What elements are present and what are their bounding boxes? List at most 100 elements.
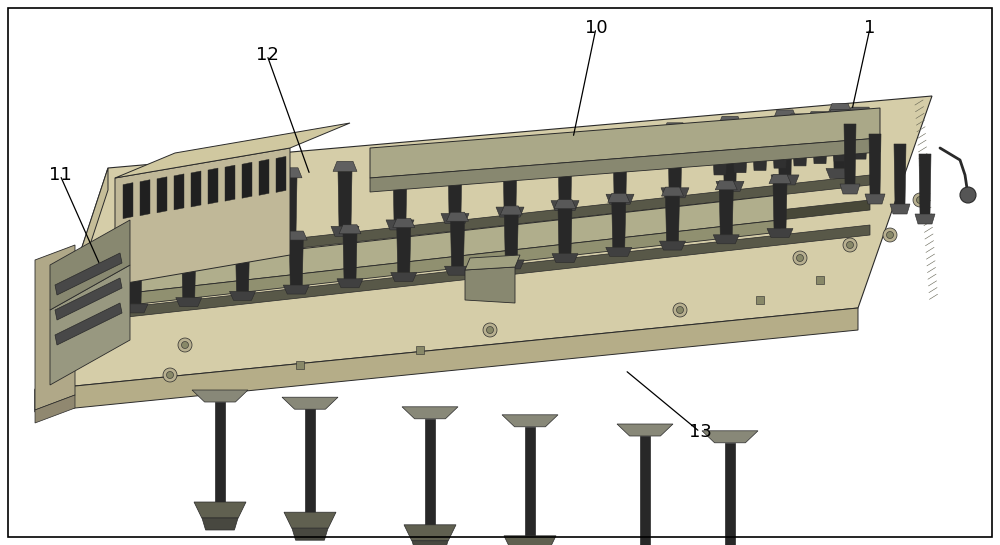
Polygon shape	[852, 117, 868, 159]
Circle shape	[676, 306, 684, 313]
Polygon shape	[792, 124, 808, 166]
Polygon shape	[333, 161, 357, 171]
Polygon shape	[393, 165, 407, 220]
Polygon shape	[502, 415, 558, 427]
Polygon shape	[50, 220, 130, 310]
Bar	[525, 427, 535, 536]
Polygon shape	[833, 113, 847, 168]
Polygon shape	[391, 272, 417, 282]
Polygon shape	[35, 395, 75, 423]
Polygon shape	[276, 156, 286, 192]
Polygon shape	[668, 133, 682, 188]
Polygon shape	[919, 154, 931, 214]
Polygon shape	[283, 178, 297, 233]
Text: 12: 12	[256, 46, 278, 64]
Polygon shape	[194, 502, 246, 518]
Polygon shape	[617, 424, 673, 436]
Polygon shape	[192, 390, 248, 402]
Polygon shape	[337, 279, 363, 288]
Polygon shape	[282, 397, 338, 409]
Polygon shape	[35, 96, 932, 390]
Polygon shape	[393, 219, 415, 227]
Polygon shape	[767, 116, 793, 126]
Circle shape	[483, 323, 497, 337]
Polygon shape	[772, 126, 788, 168]
Polygon shape	[826, 168, 854, 179]
Polygon shape	[130, 195, 780, 293]
Polygon shape	[787, 114, 813, 124]
Polygon shape	[100, 175, 870, 270]
Polygon shape	[55, 278, 122, 320]
Polygon shape	[840, 184, 860, 194]
Circle shape	[182, 342, 188, 348]
Polygon shape	[283, 285, 309, 294]
Circle shape	[916, 197, 924, 203]
Polygon shape	[446, 212, 468, 221]
Polygon shape	[370, 138, 880, 192]
Polygon shape	[343, 234, 357, 279]
Polygon shape	[747, 118, 773, 129]
Polygon shape	[35, 245, 75, 410]
Bar	[725, 443, 735, 545]
Polygon shape	[124, 250, 146, 259]
Polygon shape	[182, 253, 196, 298]
Polygon shape	[718, 117, 742, 126]
Polygon shape	[397, 227, 411, 272]
Polygon shape	[412, 541, 448, 545]
Polygon shape	[553, 136, 577, 146]
Polygon shape	[168, 180, 192, 191]
Polygon shape	[558, 209, 572, 253]
Polygon shape	[115, 148, 290, 285]
Polygon shape	[551, 201, 579, 211]
Polygon shape	[865, 194, 885, 204]
Circle shape	[843, 238, 857, 252]
Bar	[756, 296, 764, 304]
Polygon shape	[769, 174, 791, 184]
Polygon shape	[276, 233, 304, 243]
Polygon shape	[242, 162, 252, 198]
Circle shape	[846, 241, 854, 249]
Polygon shape	[370, 108, 880, 178]
Polygon shape	[732, 131, 748, 173]
Bar	[816, 276, 824, 284]
Polygon shape	[498, 260, 524, 269]
Bar	[425, 419, 435, 525]
Polygon shape	[208, 168, 218, 204]
Polygon shape	[404, 525, 456, 541]
Circle shape	[163, 368, 177, 382]
Polygon shape	[712, 133, 728, 175]
Polygon shape	[713, 235, 739, 244]
Polygon shape	[715, 181, 737, 190]
Polygon shape	[844, 124, 856, 184]
Polygon shape	[236, 246, 250, 292]
Polygon shape	[662, 187, 684, 196]
Circle shape	[178, 338, 192, 352]
Polygon shape	[100, 200, 870, 295]
Polygon shape	[915, 214, 935, 224]
Polygon shape	[35, 168, 108, 412]
Polygon shape	[191, 171, 201, 207]
Polygon shape	[752, 129, 768, 171]
Polygon shape	[496, 207, 524, 217]
Polygon shape	[723, 126, 737, 181]
Polygon shape	[773, 184, 787, 228]
Polygon shape	[338, 171, 352, 226]
Polygon shape	[702, 431, 758, 443]
Polygon shape	[225, 165, 235, 201]
Polygon shape	[386, 220, 414, 230]
Polygon shape	[443, 148, 467, 159]
Circle shape	[960, 187, 976, 203]
Polygon shape	[285, 231, 307, 240]
Polygon shape	[498, 142, 522, 152]
Polygon shape	[767, 228, 793, 238]
Text: 11: 11	[49, 166, 71, 184]
Polygon shape	[660, 241, 686, 250]
Polygon shape	[773, 110, 797, 120]
Polygon shape	[504, 536, 556, 545]
Bar	[640, 436, 650, 545]
Circle shape	[887, 232, 894, 239]
Polygon shape	[890, 204, 910, 214]
Polygon shape	[402, 407, 458, 419]
Polygon shape	[832, 119, 848, 161]
Polygon shape	[122, 304, 148, 313]
